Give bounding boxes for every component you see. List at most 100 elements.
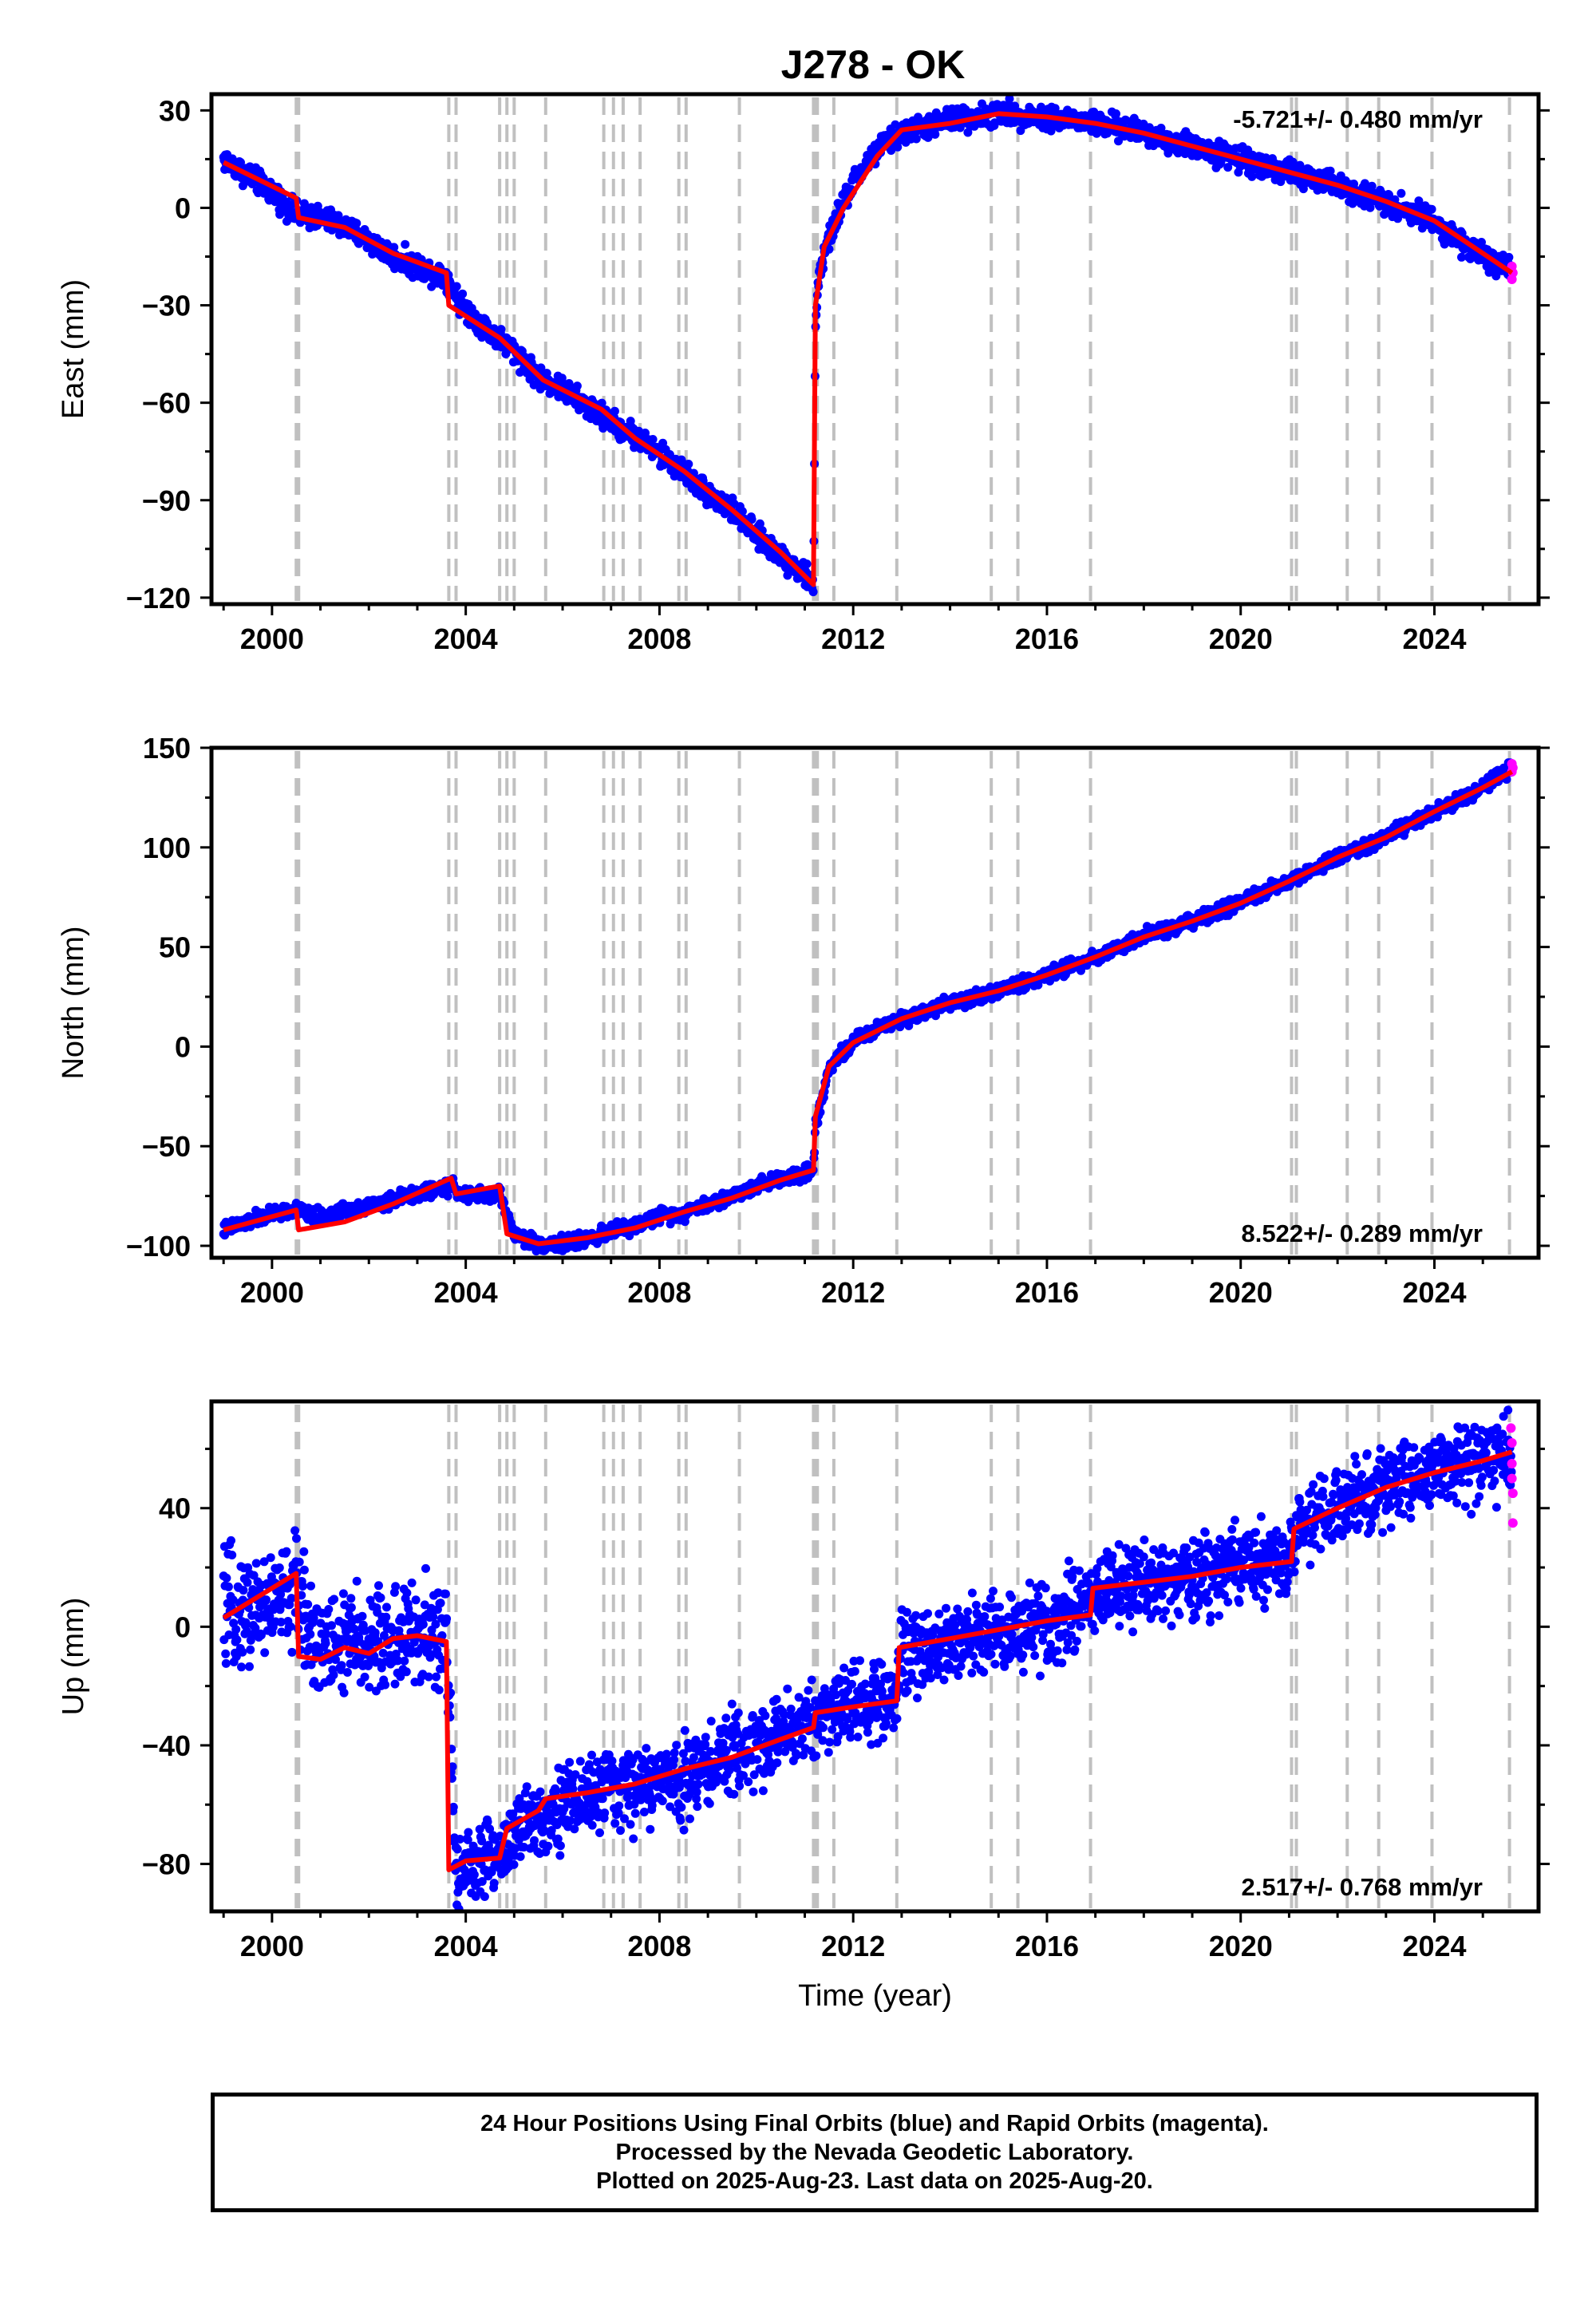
data-point: [1504, 252, 1514, 262]
y-tick-label: −30: [142, 290, 191, 322]
data-point: [365, 1682, 374, 1692]
data-point: [1325, 166, 1335, 176]
data-point: [1377, 188, 1386, 197]
data-point: [222, 1573, 231, 1583]
data-point: [458, 289, 468, 298]
data-point: [276, 1618, 286, 1626]
data-point: [227, 1551, 237, 1559]
data-point: [641, 429, 650, 437]
data-point: [322, 1630, 331, 1638]
data-point: [223, 1582, 233, 1591]
data-point: [452, 282, 461, 291]
data-point: [249, 1571, 259, 1580]
data-point: [1223, 163, 1233, 172]
data-point: [324, 1605, 334, 1614]
data-point: [352, 1576, 361, 1586]
data-point: [1491, 271, 1501, 281]
x-tick-label: 2020: [1209, 1276, 1273, 1309]
panel-east: 2000 2004 2008 2012 2016 2020 2024300−30−60−90…: [57, 92, 1550, 655]
data-point: [376, 1593, 385, 1603]
data-point: [597, 398, 606, 408]
y-axis-label: North (mm): [57, 926, 90, 1079]
x-tick-label: 2008: [627, 622, 691, 655]
y-tick-label: −120: [126, 582, 191, 615]
data-point: [930, 129, 940, 139]
event-lines: [294, 751, 1511, 1255]
data-point: [251, 1623, 260, 1633]
data-point: [364, 1661, 373, 1670]
data-point: [648, 435, 658, 444]
x-tick-label: 2012: [821, 1276, 885, 1309]
y-tick-label: 0: [175, 192, 191, 224]
data-point: [1295, 160, 1305, 170]
data-point: [321, 1638, 330, 1648]
data-point: [1247, 172, 1257, 181]
data-point: [337, 1661, 346, 1670]
data-point: [260, 1648, 270, 1658]
y-tick-label: −60: [142, 387, 191, 420]
data-point: [282, 1547, 291, 1556]
data-point: [330, 1595, 339, 1604]
data-point: [443, 1192, 452, 1201]
data-point: [243, 1578, 252, 1587]
y-tick-label: −100: [126, 1230, 191, 1263]
data-point: [286, 1594, 296, 1603]
data-point: [251, 1559, 261, 1568]
final-orbit-points: [219, 758, 1518, 1256]
x-tick-label: 2000: [240, 622, 304, 655]
x-tick-label: 2008: [627, 1276, 691, 1309]
panel-up: 2000 2004 2008 2012 2016 2020 2024400−40−80Up …: [57, 1399, 1550, 2013]
y-tick-label: 150: [143, 732, 191, 765]
data-point: [327, 1621, 336, 1630]
data-point: [1385, 190, 1393, 200]
y-tick-label: 50: [159, 931, 191, 964]
data-point: [808, 587, 818, 597]
data-point: [232, 1635, 242, 1645]
final-orbit-points: [219, 1405, 1518, 1911]
data-point: [246, 1645, 255, 1654]
data-point: [391, 1582, 401, 1591]
data-point: [755, 519, 764, 528]
data-point: [1417, 223, 1427, 233]
x-axis: 2000 2004 2008 2012 2016 2020 2024: [222, 604, 1484, 655]
rate-label: 8.522+/- 0.289 mm/yr: [1242, 1219, 1483, 1247]
data-point: [265, 1611, 275, 1621]
data-point: [378, 1648, 388, 1658]
panel-frame: [209, 745, 1541, 1260]
y-tick-label: −90: [142, 484, 191, 517]
panel-frame: [209, 92, 1541, 607]
data-point: [239, 1586, 248, 1595]
data-point: [1367, 181, 1377, 191]
data-point: [824, 244, 834, 254]
x-tick-label: 2000: [240, 1276, 304, 1309]
data-point: [338, 1589, 348, 1599]
data-point: [236, 158, 245, 167]
data-point: [221, 1658, 231, 1668]
data-point: [276, 1590, 286, 1599]
data-point: [684, 460, 693, 468]
data-point: [227, 1535, 235, 1545]
data-point: [329, 1670, 338, 1680]
data-point: [298, 1582, 307, 1591]
data-point: [401, 239, 410, 249]
data-point: [911, 134, 921, 144]
data-point: [389, 243, 399, 252]
model-line: [222, 111, 1514, 587]
data-point: [1427, 204, 1436, 214]
data-point: [350, 1624, 359, 1634]
data-point: [299, 1565, 309, 1575]
data-point: [1396, 188, 1406, 198]
data-point: [238, 1647, 247, 1657]
data-point: [352, 219, 361, 228]
data-point: [259, 1557, 269, 1567]
data-point: [381, 1612, 391, 1622]
data-point: [572, 381, 582, 391]
data-point: [245, 1662, 254, 1671]
x-tick-label: 2016: [1015, 1276, 1079, 1309]
panels: 2000 2004 2008 2012 2016 2020 2024300−30−60−90…: [57, 92, 1550, 2013]
data-point: [358, 1611, 367, 1621]
data-point: [221, 1649, 231, 1658]
panel-north: 2000 2004 2008 2012 2016 2020 2024150100500−50…: [57, 732, 1550, 1309]
